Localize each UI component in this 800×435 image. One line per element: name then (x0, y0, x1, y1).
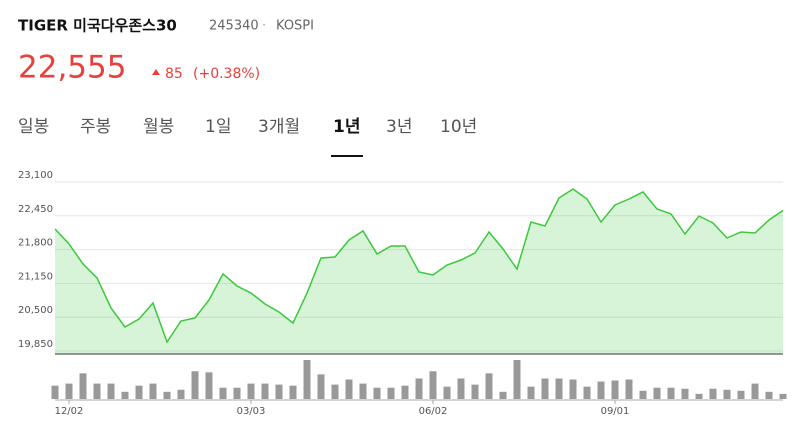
area (55, 189, 783, 354)
volume-bar (485, 373, 493, 399)
volume-bar (163, 391, 171, 399)
change: 85 (165, 66, 183, 82)
volume-bar (513, 360, 521, 399)
volume-bar (443, 386, 451, 399)
volume-bar (331, 384, 339, 399)
volume-bar (639, 390, 647, 399)
x-tick-label: 03/03 (237, 406, 266, 417)
change-pct: (+0.38%) (193, 66, 260, 82)
tab[interactable]: 월봉 (143, 117, 174, 137)
volume-bar (681, 388, 689, 399)
y-tick-label: 21,800 (18, 238, 53, 249)
volume-bar (611, 380, 619, 399)
volume-bar (667, 387, 675, 399)
volume-bar (387, 387, 395, 399)
volume-bar (135, 385, 143, 399)
volume-bar (121, 391, 129, 399)
volume-bar (247, 383, 255, 399)
fund-name: TIGER 미국다우존스30 (18, 17, 177, 35)
price: 22,555 (18, 50, 126, 86)
volume-bar (709, 388, 717, 399)
y-tick-label: 22,450 (18, 204, 53, 215)
tab[interactable]: 1년 (333, 117, 360, 137)
y-tick-label: 21,150 (18, 271, 53, 282)
volume-bar (583, 386, 591, 399)
volume-bar (345, 379, 353, 399)
separator: · (262, 19, 266, 34)
volume-bar (373, 387, 381, 399)
volume-bar (541, 378, 549, 399)
volume-bar (499, 391, 507, 399)
price-line (54, 188, 784, 344)
volume-bar (569, 379, 577, 399)
y-tick-label: 19,850 (18, 339, 53, 350)
tab[interactable]: 3개월 (258, 117, 300, 137)
volume-bar (65, 383, 73, 399)
volume-bar (401, 385, 409, 399)
volume-bar (695, 393, 703, 399)
tab[interactable]: 10년 (440, 117, 477, 137)
y-tick-label: 20,500 (18, 305, 53, 316)
volume-bar (93, 383, 101, 399)
volume-bar (457, 378, 465, 399)
volume-bar (765, 391, 773, 399)
chart: 19,850 20,500 21,150 21,800 22,450 23,100 12/0… (18, 170, 787, 417)
tab[interactable]: 주봉 (80, 117, 111, 137)
volume-bar (107, 383, 115, 399)
volume-bar (51, 385, 59, 399)
volume-bar (261, 383, 269, 399)
x-tick-label: 09/01 (601, 406, 630, 417)
volume-bar (751, 383, 759, 399)
volume-bar (205, 372, 213, 399)
tabs: 일봉 주봉 월봉 1일 3개월 1년 3년 10년 (18, 117, 477, 157)
volume-bar (289, 385, 297, 399)
volume-bar (177, 389, 185, 399)
tab[interactable]: 1일 (205, 117, 231, 137)
volume-bar (219, 387, 227, 399)
volume-bar (527, 386, 535, 399)
volume-bar (555, 378, 563, 399)
volume-bar (737, 390, 745, 399)
volume-bar (415, 378, 423, 399)
volume-bar (233, 387, 241, 399)
volume-bar (625, 379, 633, 399)
fund-code: 245340 (209, 19, 259, 34)
volume-bar (79, 373, 87, 399)
y-tick-label: 23,100 (18, 170, 53, 181)
market: KOSPI (276, 19, 314, 34)
volume-bar (359, 383, 367, 399)
volume-bar (653, 387, 661, 399)
volume-bar (597, 381, 605, 399)
volume-bar (429, 371, 437, 399)
tab[interactable]: 일봉 (18, 117, 49, 137)
volume-bar (303, 360, 311, 399)
volume-bar (191, 371, 199, 399)
volume-bar (779, 393, 787, 399)
x-tick-label: 06/02 (419, 406, 448, 417)
volume-bar (275, 384, 283, 399)
tab[interactable]: 3년 (386, 117, 412, 137)
volume-bar (471, 384, 479, 399)
up-arrow (152, 69, 160, 75)
volume-bar (723, 389, 731, 399)
volume-bar (149, 383, 157, 399)
volume-bar (317, 374, 325, 399)
x-tick-label: 12/02 (55, 406, 84, 417)
